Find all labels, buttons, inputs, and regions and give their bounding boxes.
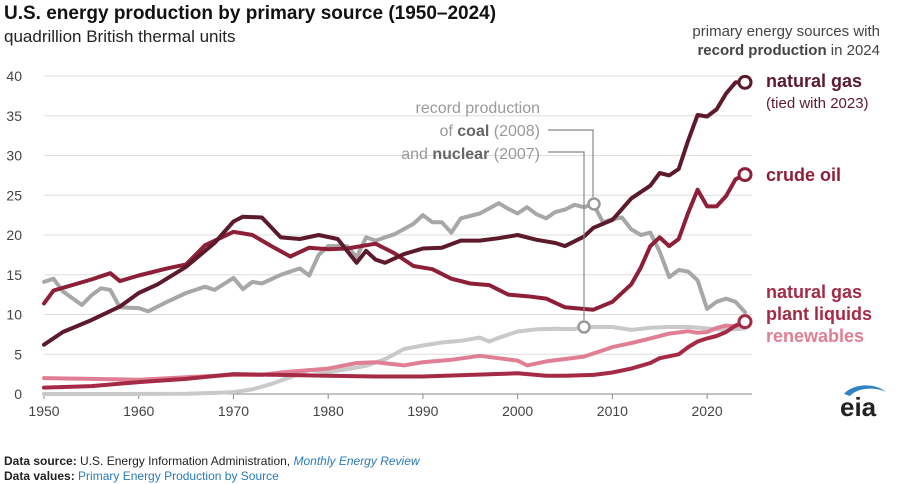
x-tick-label: 2010: [597, 403, 628, 419]
record-note-2008: (2008): [489, 123, 540, 140]
x-tick-label: 1980: [313, 403, 344, 419]
x-tick-label: 1950: [28, 403, 59, 419]
chart-title: U.S. energy production by primary source…: [4, 3, 497, 24]
data-source-text: U.S. Energy Information Administration,: [80, 454, 291, 468]
series-line-nuclear: [42, 324, 747, 396]
data-source-line: Data source: U.S. Energy Information Adm…: [4, 454, 420, 469]
eia-logo: eia: [840, 385, 886, 422]
top-right-note-line1: primary energy sources with: [692, 23, 880, 40]
record-marker-natural-gas: [737, 74, 753, 90]
coal-record-marker: [587, 197, 601, 211]
top-right-note-bold: record production: [697, 42, 826, 59]
data-source-label: Data source:: [4, 454, 77, 468]
x-tick-label: 2000: [502, 403, 533, 419]
y-tick-label: 40: [6, 68, 22, 84]
record-note-coal: coal: [457, 123, 489, 140]
nuclear-record-marker: [577, 320, 591, 334]
primary-energy-production-link[interactable]: Primary Energy Production by Source: [78, 469, 279, 483]
natural-gas-note: (tied with 2023): [766, 95, 869, 112]
top-right-note-line2: record production in 2024: [697, 42, 880, 59]
y-tick-label: 0: [14, 386, 22, 402]
eia-logo-text: eia: [840, 392, 877, 422]
series-line-ngpl: [42, 319, 747, 390]
x-tick-label: 1960: [123, 403, 154, 419]
label-natural-gas: natural gas: [766, 71, 862, 91]
y-tick-label: 35: [6, 108, 22, 124]
y-tick-label: 5: [14, 346, 22, 362]
record-note-and: and: [401, 146, 432, 163]
coal-record-leader: [548, 129, 594, 197]
data-values-label: Data values:: [4, 469, 75, 483]
y-tick-label: 30: [6, 148, 22, 164]
y-tick-label: 25: [6, 187, 22, 203]
x-tick-label: 1990: [407, 403, 438, 419]
label-ngpl-line2: plant liquids: [766, 304, 872, 324]
monthly-energy-review-link[interactable]: Monthly Energy Review: [293, 454, 420, 468]
x-tick-label: 1970: [218, 403, 249, 419]
label-crude-oil: crude oil: [766, 165, 841, 185]
chart-subtitle: quadrillion British thermal units: [4, 27, 236, 46]
series-line-natural-gas: [42, 80, 747, 347]
gridlines: [44, 75, 752, 355]
y-tick-label: 10: [6, 307, 22, 323]
y-tick-label: 20: [6, 227, 22, 243]
record-note-line2: of coal (2008): [439, 123, 540, 140]
record-note-nuclear: nuclear: [432, 146, 489, 163]
label-ngpl-line1: natural gas: [766, 282, 862, 302]
record-marker-crude-oil: [737, 167, 753, 183]
y-tick-label: 15: [6, 267, 22, 283]
x-tick-label: 2020: [692, 403, 723, 419]
record-note-line1: record production: [415, 100, 540, 117]
record-note-line3: and nuclear (2007): [401, 146, 540, 163]
x-axis-ticks: 1950 1960 1970 1980 1990 2000 2010 2020: [28, 394, 723, 419]
data-sources: Data source: U.S. Energy Information Adm…: [4, 454, 420, 484]
record-markers: [737, 74, 753, 330]
y-axis-ticks: 0 5 10 15 20 25 30 35 40: [6, 68, 22, 402]
series-line-renewables: [42, 320, 747, 382]
record-marker-ngpl: [737, 314, 753, 330]
nuclear-record-leader: [548, 151, 585, 320]
data-values-line: Data values: Primary Energy Production b…: [4, 469, 420, 484]
record-note-2007: (2007): [489, 146, 540, 163]
top-right-note-tail: in 2024: [827, 42, 880, 59]
series-lines: [42, 80, 747, 396]
series-line-coal: [42, 201, 747, 315]
eia-logo-swoosh: [844, 385, 886, 396]
record-note-of: of: [439, 123, 457, 140]
label-renewables: renewables: [766, 326, 864, 346]
